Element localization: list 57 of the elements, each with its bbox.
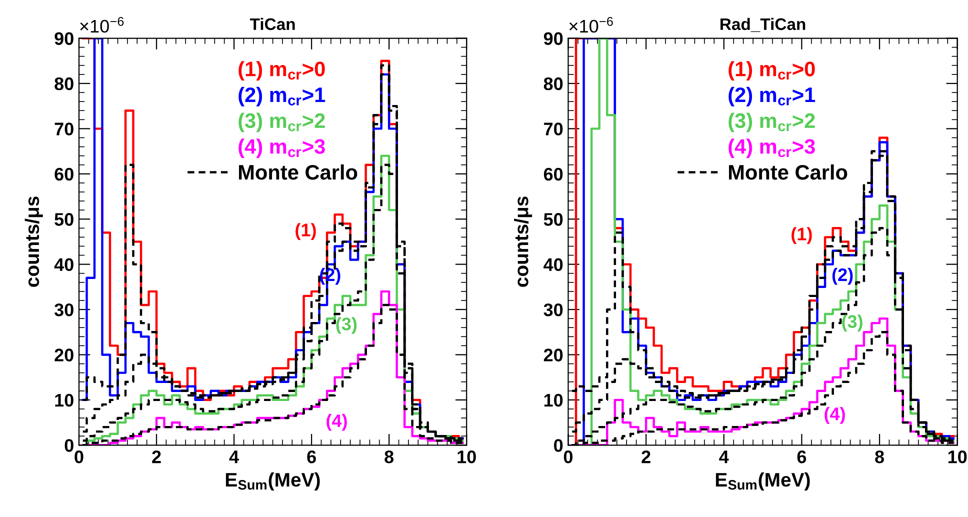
x-tick-label: 10 [458,450,476,464]
y-tick-label: 20 [54,348,74,362]
y-axis-title: counts/μs [24,196,43,287]
legend-label: Monte Carlo [238,164,358,180]
y-tick-label: 70 [544,122,563,136]
y-tick-label: 0 [64,439,74,452]
text: (1) m$_{cr}$>0 [728,61,815,80]
y-tick-label: 90 [54,32,74,45]
y-tick-label: 0 [554,439,563,452]
annotation: (3) [842,314,862,332]
y-tick-label: 30 [54,303,74,316]
y-tick-label: 60 [544,168,563,181]
text: (3) m$_{cr}$>2 [728,112,815,132]
x-tick-label: 2 [152,450,161,464]
x-axis-title: E$_{Sum}$(MeV) [716,472,810,491]
annotation: (1) [296,223,316,240]
y-tick-label: 80 [544,77,563,90]
y-tick-label: 10 [544,394,563,407]
y-axis-title: counts/μs [514,196,532,287]
x-tick-label: 6 [307,450,316,464]
y-tick-label: 80 [54,77,74,90]
x-tick-label: 4 [719,450,729,464]
y-tick-label: 70 [54,122,74,136]
text: (3) m$_{cr}$>2 [238,112,325,132]
chart-title: Rad_TiCan [720,18,806,32]
annotation: (2) [832,268,853,285]
y-tick-label: 60 [54,168,74,181]
text: (1) m$_{cr}$>0 [238,61,325,80]
y-tick-label: 90 [544,32,563,45]
annotation: (4) [824,407,845,424]
y-tick-label: 30 [544,303,563,316]
chart-title: TiCan [250,18,295,30]
y-tick-label: 50 [544,213,563,226]
x-tick-label: 2 [642,450,650,464]
annotation: (3) [336,317,357,334]
text: (4) m$_{cr}$>3 [238,138,325,158]
x-tick-label: 10 [948,450,967,464]
y-tick-label: 40 [54,258,74,272]
y-tick-label: 20 [544,348,563,362]
x-tick-label: 0 [564,450,572,464]
legend-label: Monte Carlo [728,164,848,180]
y-tick-label: 40 [544,258,563,272]
y-tick-label: 50 [54,213,74,226]
x-tick-label: 4 [229,450,239,464]
text: (4) m$_{cr}$>3 [728,138,815,158]
text: ×10$^{−6}$ [569,16,613,33]
annotation: (4) [326,414,347,431]
annotation: (1) [792,227,812,244]
x-tick-label: 6 [797,450,806,464]
x-axis-title: E$_{Sum}$(MeV) [226,472,320,491]
text: (2) m$_{cr}$>1 [238,86,326,106]
x-tick-label: 8 [384,450,394,464]
x-tick-label: 8 [875,450,884,464]
text: (2) m$_{cr}$>1 [728,86,816,106]
text: ×10$^{−6}$ [80,16,124,33]
y-tick-label: 10 [55,394,74,407]
x-tick-label: 0 [74,450,84,464]
